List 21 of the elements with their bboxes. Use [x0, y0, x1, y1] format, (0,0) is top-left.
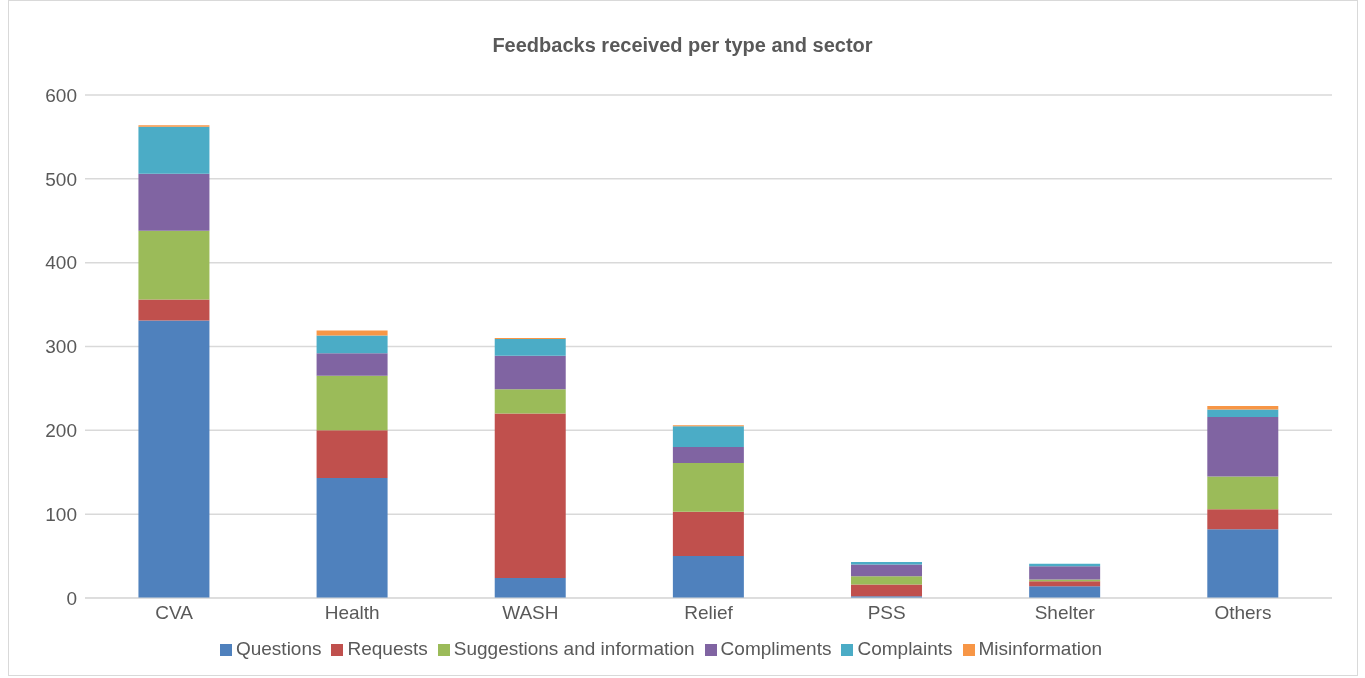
- x-tick-label: PSS: [867, 602, 906, 624]
- legend-label: Questions: [235, 638, 322, 659]
- legend-label: Misinformation: [978, 638, 1103, 659]
- y-tick-label: 300: [45, 336, 77, 358]
- y-tick-label: 500: [45, 168, 77, 190]
- x-tick-label: Others: [1214, 602, 1272, 624]
- x-tick-label: Health: [324, 602, 380, 624]
- y-tick-label: 400: [45, 252, 77, 274]
- x-tick-label: Relief: [684, 602, 734, 624]
- legend-label: Suggestions and information: [453, 638, 695, 659]
- chart-title: Feedbacks received per type and sector: [491, 34, 874, 57]
- y-tick-label: 600: [45, 84, 77, 106]
- legend-label: Compliments: [720, 638, 832, 659]
- y-tick-label: 0: [66, 587, 77, 609]
- y-tick-label: 100: [45, 503, 77, 525]
- legend-label: Complaints: [857, 638, 953, 659]
- y-tick-label: 200: [45, 420, 77, 442]
- x-tick-label: Shelter: [1034, 602, 1096, 624]
- x-tick-label: WASH: [502, 602, 559, 624]
- legend-label: Requests: [347, 638, 428, 659]
- x-tick-label: CVA: [155, 602, 194, 624]
